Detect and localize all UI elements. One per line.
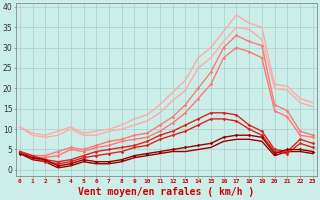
X-axis label: Vent moyen/en rafales ( km/h ): Vent moyen/en rafales ( km/h )	[78, 187, 254, 197]
